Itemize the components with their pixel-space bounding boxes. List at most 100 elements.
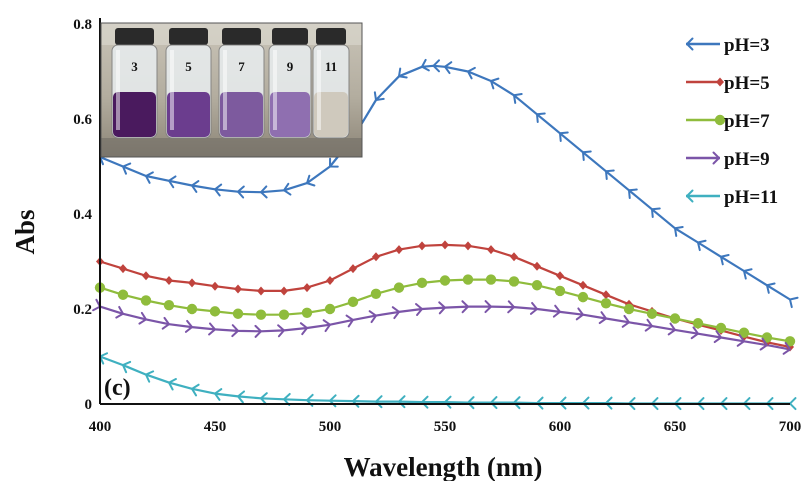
data-point-ph-5 (142, 271, 150, 281)
data-point-ph-3 (282, 182, 292, 196)
data-point-ph-9 (138, 311, 148, 325)
series-markers-ph-5 (96, 240, 794, 352)
data-point-ph-11 (420, 395, 429, 409)
data-point-ph-11 (168, 377, 177, 391)
legend-label-ph-7: pH=7 (724, 111, 770, 132)
series-markers (92, 58, 799, 411)
vial-label: 9 (287, 59, 294, 74)
data-point-ph-7 (416, 277, 428, 289)
data-point-ph-3 (628, 188, 638, 199)
vial-cap (272, 28, 308, 45)
data-point-ph-9 (391, 306, 400, 320)
data-point-ph-3 (513, 93, 523, 104)
x-tick-labels: 400 450 500 550 600 650 700 (89, 419, 802, 435)
data-point-ph-11 (375, 395, 383, 409)
data-point-ph-5 (326, 276, 334, 285)
vial-cap (222, 28, 261, 45)
data-point-ph-5 (280, 286, 288, 296)
data-point-ph-3 (168, 175, 177, 189)
legend: pH=3 pH=5 pH=7 pH=9 pH=11 (686, 35, 778, 208)
y-tick-label: 0.4 (73, 207, 92, 223)
data-point-ph-9 (667, 322, 676, 336)
y-tick-label: 0 (85, 397, 93, 413)
data-point-ph-9 (690, 326, 700, 340)
legend-label-ph-11: pH=11 (724, 187, 778, 208)
vials-photo-inset: 3 5 7 9 11 (100, 22, 363, 158)
y-axis-title: Abs (10, 209, 40, 254)
vial-label: 7 (238, 59, 245, 74)
data-point-ph-11 (398, 395, 406, 409)
data-point-ph-5 (395, 245, 403, 255)
data-point-ph-5 (464, 241, 472, 251)
series-line-ph-9 (99, 305, 791, 351)
data-point-ph-3 (766, 282, 776, 294)
vial-9: 9 (268, 28, 312, 139)
data-point-ph-7 (324, 303, 336, 315)
data-point-ph-7 (393, 282, 405, 293)
x-tick-label: 500 (319, 419, 342, 435)
legend-label-ph-5: pH=5 (724, 73, 770, 94)
data-point-ph-11 (145, 370, 155, 383)
data-point-ph-9 (415, 303, 423, 316)
x-tick-label: 550 (434, 419, 457, 435)
vial-label: 5 (185, 59, 192, 74)
data-point-ph-3 (306, 174, 316, 187)
data-point-ph-7 (163, 300, 175, 311)
data-point-ph-3 (582, 150, 592, 161)
data-point-ph-3 (467, 66, 476, 80)
data-point-ph-9 (208, 322, 216, 336)
data-point-ph-5 (372, 252, 380, 262)
data-point-ph-3 (743, 268, 753, 280)
vial-highlight (116, 50, 120, 130)
data-point-ph-5 (165, 276, 173, 285)
data-point-ph-7 (278, 309, 290, 320)
data-point-ph-7 (692, 318, 704, 329)
vial-cap (115, 28, 154, 45)
data-point-ph-9 (507, 300, 516, 314)
data-point-ph-3 (720, 253, 730, 266)
data-point-ph-5 (234, 284, 242, 294)
legend-label-ph-9: pH=9 (724, 149, 770, 170)
data-point-ph-7 (669, 313, 681, 324)
data-point-ph-11 (490, 396, 498, 410)
data-point-ph-5 (211, 281, 219, 291)
x-tick-label: 400 (89, 419, 112, 435)
vial-highlight (317, 50, 321, 130)
vial-highlight (170, 50, 174, 130)
data-point-ph-9 (277, 324, 285, 338)
data-point-ph-9 (484, 300, 492, 314)
data-point-ph-11 (260, 392, 268, 406)
vial-label: 11 (325, 59, 337, 74)
vial-3: 3 (111, 28, 158, 139)
series-markers-ph-3 (99, 58, 799, 309)
data-point-ph-3 (190, 180, 200, 193)
data-point-ph-7 (301, 307, 313, 318)
data-point-ph-9 (644, 318, 654, 332)
data-point-ph-3 (696, 239, 707, 252)
data-point-ph-5 (487, 245, 495, 255)
data-point-ph-5 (556, 271, 564, 281)
data-point-ph-9 (115, 305, 124, 319)
data-point-ph-9 (345, 314, 355, 328)
vial-liquid (113, 92, 156, 137)
data-point-ph-7 (508, 276, 520, 287)
data-point-ph-3 (213, 183, 223, 197)
data-point-ph-9 (529, 301, 538, 315)
data-point-ph-11 (512, 396, 521, 410)
vial-highlight (273, 50, 277, 130)
x-tick-label: 600 (549, 419, 572, 435)
inset-border (100, 22, 363, 158)
data-point-ph-11 (237, 390, 246, 404)
data-point-ph-11 (443, 395, 452, 409)
x-axis-title: Wavelength (nm) (344, 452, 543, 481)
y-tick-label: 0.8 (73, 17, 92, 33)
data-point-ph-7 (186, 303, 198, 315)
series-line-ph-11 (99, 355, 790, 405)
data-point-ph-3 (122, 162, 132, 175)
data-point-ph-5 (579, 280, 587, 290)
data-point-ph-9 (184, 319, 193, 333)
legend-label-ph-3: pH=3 (724, 35, 770, 56)
axes (99, 18, 790, 405)
data-point-ph-7 (140, 295, 152, 306)
